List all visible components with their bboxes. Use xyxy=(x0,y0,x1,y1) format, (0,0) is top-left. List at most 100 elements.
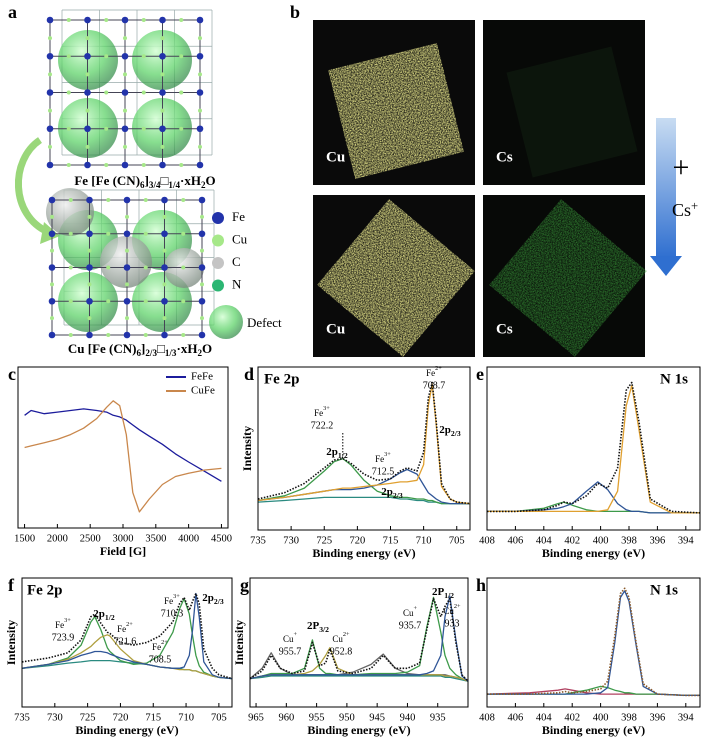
cu-atom xyxy=(123,36,127,41)
plot-frame xyxy=(486,366,701,531)
formula-part: ·xH xyxy=(180,173,201,188)
cu-atom xyxy=(106,265,111,270)
orbital-label-part: 2p xyxy=(439,424,451,436)
orbital-label-part: 2p xyxy=(202,592,214,604)
cu-atom xyxy=(48,36,52,41)
cu-atom xyxy=(141,163,146,167)
cu-atom xyxy=(106,231,111,236)
cu-atom xyxy=(200,248,204,253)
formula-part: ·xH xyxy=(176,341,197,356)
cu-atom xyxy=(68,299,73,304)
spectrum-line xyxy=(257,381,471,505)
plot-frame xyxy=(257,366,471,531)
peak-energy: 708.5 xyxy=(149,654,172,665)
cu-atom xyxy=(48,72,52,77)
peak-ion: Cu+ xyxy=(403,605,418,618)
cu-atom xyxy=(198,144,202,149)
cu-atom xyxy=(162,214,167,219)
y-axis-label: Intensity xyxy=(232,620,246,665)
cu-atom xyxy=(143,198,148,202)
fe-atom xyxy=(86,297,93,305)
peak-ion-part: 3+ xyxy=(384,451,391,458)
formula-part: □ xyxy=(157,341,165,356)
spectrum-line xyxy=(21,592,233,680)
x-tick-label: 396 xyxy=(650,712,666,723)
fe-atom xyxy=(86,264,93,271)
fe-atom xyxy=(123,331,131,339)
spectrum-line xyxy=(249,675,469,682)
cu-atom xyxy=(50,282,54,287)
cu-particle xyxy=(317,199,475,357)
fe-atom xyxy=(46,125,54,133)
cu-atom xyxy=(104,54,109,59)
x-tick-label: 730 xyxy=(47,712,63,723)
x-tick-label: 730 xyxy=(283,535,299,546)
cu-atom xyxy=(104,126,109,131)
x-tick-label: 402 xyxy=(564,712,580,723)
legend-swatch xyxy=(209,305,243,339)
legend-label: C xyxy=(232,254,241,269)
cu-atom xyxy=(66,54,71,59)
x-tick-label: 3500 xyxy=(145,533,166,544)
orbital-label-part: 2/3 xyxy=(451,429,461,438)
x-tick-label: 400 xyxy=(593,712,609,723)
fe-atom xyxy=(46,89,54,96)
x-tick-label: 710 xyxy=(416,535,432,546)
cu-atom xyxy=(85,144,90,149)
panel-label: b xyxy=(290,2,300,22)
x-tick-label: 404 xyxy=(536,535,553,546)
cu-atom xyxy=(125,282,129,287)
image-label: Cs xyxy=(496,149,513,165)
fe-atom xyxy=(123,297,131,305)
cu-atom xyxy=(68,198,73,202)
orbital-label: 2p2/3 xyxy=(381,486,403,500)
cu-atom xyxy=(87,282,92,287)
formula-part: ] xyxy=(141,341,145,356)
fe-atom xyxy=(84,89,91,96)
fe-atom xyxy=(123,230,131,238)
peak-ion: Cu+ xyxy=(283,631,298,644)
legend-label: Defect xyxy=(247,315,282,330)
peak-energy: 721.6 xyxy=(114,636,137,647)
x-tick-label: 406 xyxy=(508,712,524,723)
x-tick-label: 394 xyxy=(678,712,695,723)
cu-atom xyxy=(85,108,90,113)
peak-ion-part: 2+ xyxy=(126,621,133,628)
cu-atom xyxy=(181,333,186,337)
fe-atom xyxy=(123,196,131,204)
x-tick-label: 735 xyxy=(250,535,266,546)
panel-label: h xyxy=(476,575,486,595)
fe-atom xyxy=(159,89,166,96)
cu-atom xyxy=(143,299,148,304)
cu-atom xyxy=(85,36,90,41)
spectrum-line xyxy=(21,592,233,680)
spectrum-title: Fe 2p xyxy=(27,582,62,598)
ion-label: Cs+ xyxy=(672,199,698,220)
peak-ion-part: Fe xyxy=(152,642,161,652)
orbital-label-part: 1/2 xyxy=(105,613,115,622)
peak-ion: Cu2+ xyxy=(443,603,461,616)
spectrum-line xyxy=(249,595,469,682)
cu-atom xyxy=(123,144,127,149)
peak-ion-part: Fe xyxy=(117,624,126,634)
fe-atom xyxy=(196,125,204,133)
formula-part: 1/4 xyxy=(168,180,180,190)
fe-atom xyxy=(48,264,56,271)
cu-atom xyxy=(162,248,167,253)
fe-atom xyxy=(121,89,129,96)
image-label: Cu xyxy=(326,321,345,337)
x-tick-label: 950 xyxy=(339,712,355,723)
x-tick-label: 945 xyxy=(369,712,385,723)
cu-atom xyxy=(123,72,127,77)
peak-ion-part: Cu xyxy=(332,634,343,644)
spectrum-title: N 1s xyxy=(660,371,688,387)
x-tick-label: 715 xyxy=(383,535,399,546)
peak-ion: Fe3+ xyxy=(375,451,391,464)
spectrum-line xyxy=(24,408,222,482)
ion-label-part: Cs xyxy=(672,200,691,220)
x-tick-label: 400 xyxy=(593,535,609,546)
x-tick-label: 402 xyxy=(564,535,580,546)
cu-atom xyxy=(106,299,111,304)
cu-atom xyxy=(48,108,52,113)
legend-swatch xyxy=(212,212,224,224)
